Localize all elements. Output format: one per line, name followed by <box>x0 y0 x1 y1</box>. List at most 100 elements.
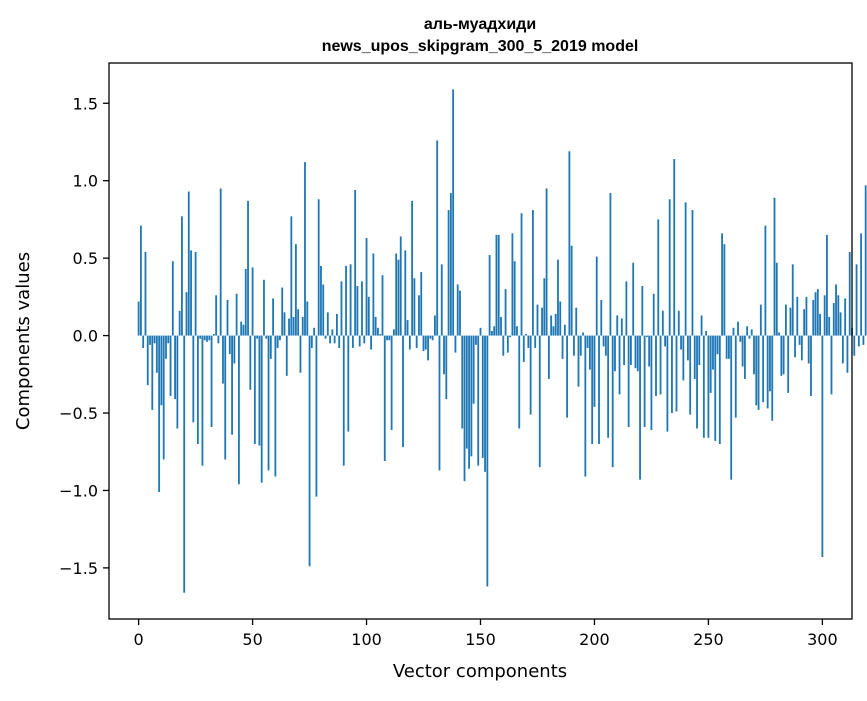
bar <box>730 335 733 480</box>
bar <box>356 286 359 336</box>
bar <box>235 293 238 336</box>
bar <box>659 335 662 395</box>
bar <box>798 335 801 345</box>
bar <box>657 219 660 336</box>
bar <box>404 250 407 336</box>
bar <box>272 298 275 336</box>
bar <box>144 251 147 336</box>
bar <box>372 253 375 336</box>
bar <box>181 216 183 336</box>
bar <box>459 290 461 336</box>
bar <box>691 210 694 336</box>
bar <box>484 335 486 472</box>
bar <box>440 264 443 336</box>
bar <box>632 262 635 336</box>
bar <box>707 335 710 438</box>
bar <box>723 244 726 336</box>
chart-title: аль-муадхиди <box>424 16 536 33</box>
bar <box>698 335 701 366</box>
bar <box>158 335 161 492</box>
bar <box>224 335 227 460</box>
bar <box>438 335 441 471</box>
bar <box>381 275 384 336</box>
bar <box>812 299 815 336</box>
bar <box>370 335 373 350</box>
bar <box>579 335 582 356</box>
bar <box>174 335 176 400</box>
bar <box>547 335 550 379</box>
bar <box>502 335 505 356</box>
bar <box>167 335 170 344</box>
bar <box>219 188 222 336</box>
bar <box>463 335 466 482</box>
bar <box>532 210 534 336</box>
bar <box>518 335 521 429</box>
bar <box>807 335 810 364</box>
bar <box>215 295 218 336</box>
bar <box>256 335 259 339</box>
bar <box>566 335 569 418</box>
bar <box>696 335 698 429</box>
bar <box>846 335 849 373</box>
bar <box>780 335 783 376</box>
bar <box>408 335 411 350</box>
bar <box>848 251 851 336</box>
bar <box>693 335 696 379</box>
bar <box>529 335 532 415</box>
bar <box>431 335 434 341</box>
bar <box>575 307 578 336</box>
bar <box>349 264 352 336</box>
bar <box>787 335 790 393</box>
x-tick-label: 200 <box>579 630 610 649</box>
bar <box>743 335 746 379</box>
bar <box>288 318 290 336</box>
x-tick-label: 0 <box>134 630 144 649</box>
bar <box>153 335 156 344</box>
bar <box>354 190 357 336</box>
bar <box>762 335 765 403</box>
bar <box>664 335 667 347</box>
bar <box>513 261 516 336</box>
bar <box>226 299 229 336</box>
bar <box>176 335 179 429</box>
bar <box>486 335 489 587</box>
bar <box>436 140 439 336</box>
bar <box>570 245 573 336</box>
bar <box>267 335 270 471</box>
bar <box>650 335 653 431</box>
bar <box>586 335 589 348</box>
bar <box>552 326 555 336</box>
bar <box>283 312 286 336</box>
bar <box>841 335 844 364</box>
bar <box>853 335 856 356</box>
bar <box>828 316 831 336</box>
bar <box>746 326 749 336</box>
bar <box>497 234 500 336</box>
bar <box>420 272 423 336</box>
bar <box>231 335 233 435</box>
bar <box>766 335 769 409</box>
bar <box>247 200 249 336</box>
bar <box>668 199 671 336</box>
bar <box>367 296 370 336</box>
bar <box>333 335 336 344</box>
bar <box>655 335 657 396</box>
bar <box>700 315 703 336</box>
bar <box>374 316 377 336</box>
x-axis-label: Vector components <box>393 661 567 682</box>
bar <box>718 335 721 444</box>
bar <box>251 267 254 336</box>
bar <box>721 233 723 336</box>
bar <box>165 335 167 359</box>
bar <box>864 185 867 336</box>
bar <box>800 335 803 361</box>
bar <box>652 293 655 336</box>
bar <box>142 335 145 348</box>
bar <box>212 334 215 336</box>
bar <box>771 335 774 421</box>
bar <box>310 335 313 348</box>
bar <box>379 334 382 336</box>
x-tick-label: 300 <box>807 630 838 649</box>
bar <box>527 335 530 348</box>
